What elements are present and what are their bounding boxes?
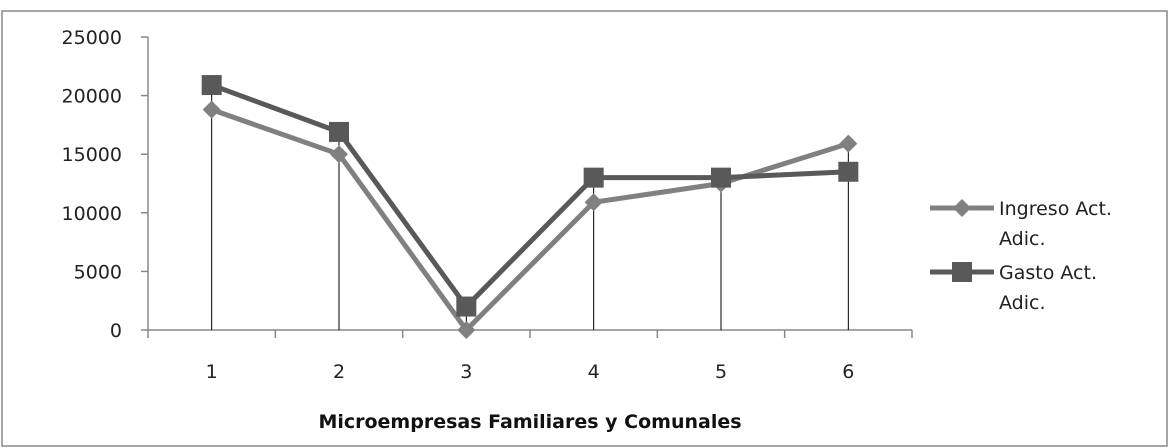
data-point-diamond	[584, 193, 603, 212]
data-point-diamond	[202, 100, 221, 119]
legend-label: Adic.	[999, 292, 1046, 314]
x-tick-label: 3	[460, 361, 472, 383]
chart-border	[1, 10, 1168, 447]
data-point-square	[838, 161, 859, 182]
y-tick-label: 10000	[62, 203, 122, 225]
data-point-square	[456, 296, 477, 317]
data-point-square	[329, 121, 349, 142]
legend-label: Gasto Act.	[999, 262, 1097, 284]
x-axis: 1 2 3 4 5 6	[147, 329, 913, 383]
legend-label: Adic.	[999, 228, 1046, 250]
x-tick-label: 2	[333, 361, 345, 383]
plot-area	[201, 75, 859, 339]
legend-item-1: Ingreso Act. Adic.	[930, 198, 1112, 250]
x-axis-title: Microempresas Familiares y Comunales	[318, 411, 741, 433]
legend-item-2: Gasto Act. Adic.	[930, 262, 1097, 314]
y-tick-label: 5000	[74, 261, 122, 283]
x-tick-label: 1	[206, 361, 218, 383]
data-point-diamond	[839, 134, 858, 153]
x-tick-label: 6	[842, 361, 854, 383]
y-tick-label: 15000	[62, 144, 122, 166]
x-tick-label: 4	[588, 361, 600, 383]
y-tick-label: 20000	[62, 86, 122, 108]
legend-label: Ingreso Act.	[999, 198, 1112, 220]
legend-marker-diamond	[953, 199, 971, 217]
legend: Ingreso Act. Adic. Gasto Act. Adic.	[930, 198, 1112, 314]
x-tick-label: 5	[715, 361, 727, 383]
data-point-square	[201, 75, 222, 96]
y-axis: 0 5000 10000 15000 20000 25000	[62, 27, 149, 342]
data-point-square	[711, 167, 731, 188]
data-point-square	[583, 167, 604, 188]
data-point-diamond	[330, 145, 348, 164]
data-point-diamond	[457, 321, 476, 339]
y-tick-label: 0	[110, 320, 122, 342]
legend-marker-square	[952, 262, 972, 282]
series-line-2	[210, 82, 849, 310]
y-tick-label: 25000	[62, 27, 122, 49]
